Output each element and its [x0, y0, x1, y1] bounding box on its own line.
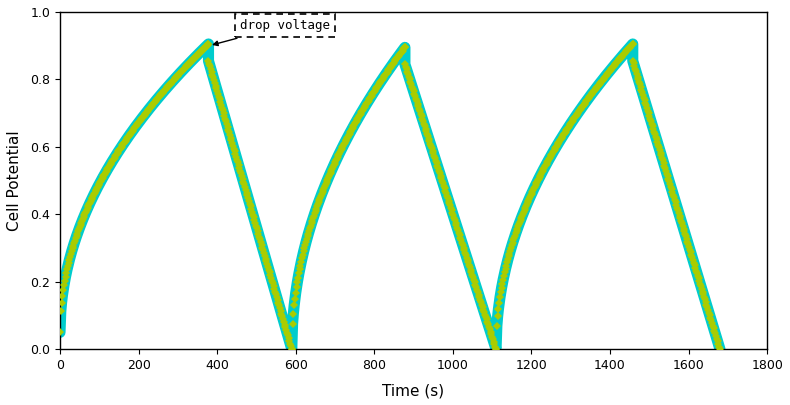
Text: drop voltage: drop voltage: [213, 19, 330, 45]
X-axis label: Time (s): Time (s): [382, 383, 445, 398]
Y-axis label: Cell Potential: Cell Potential: [7, 130, 22, 231]
